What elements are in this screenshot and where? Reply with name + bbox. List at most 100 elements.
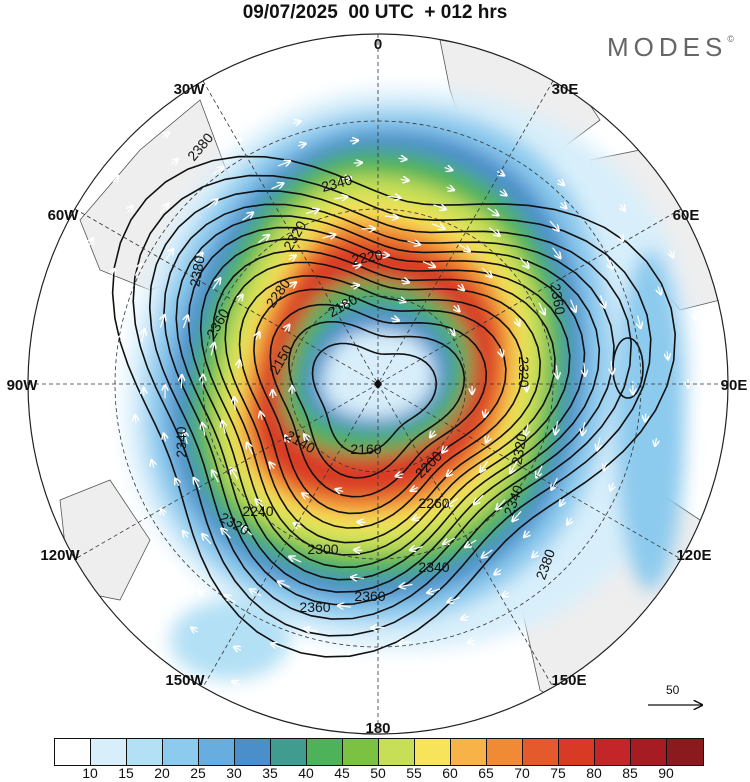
colorbar-tick-label: 15 bbox=[118, 765, 134, 781]
wind-arrow bbox=[571, 299, 576, 312]
lon-label-90e: 90E bbox=[721, 377, 748, 394]
wind-arrow bbox=[516, 317, 519, 325]
wind-arrow bbox=[142, 329, 145, 343]
wind-arrow bbox=[519, 257, 528, 268]
reference-arrow-icon bbox=[648, 683, 706, 713]
wind-arrow bbox=[271, 644, 284, 649]
wind-arrow bbox=[486, 434, 489, 442]
wind-arrow bbox=[619, 233, 623, 241]
wind-arrow bbox=[556, 365, 557, 378]
wind-arrow bbox=[487, 207, 499, 215]
contour-label: 2320 bbox=[516, 356, 532, 387]
colorbar-tick-label: 65 bbox=[478, 765, 494, 781]
wind-arrow bbox=[152, 460, 155, 468]
wind-arrow bbox=[354, 550, 363, 551]
wind-arrow bbox=[524, 531, 529, 537]
height-contour bbox=[199, 238, 571, 569]
wind-arrow bbox=[234, 647, 242, 651]
wind-arrow bbox=[510, 461, 518, 473]
wind-arrow bbox=[202, 423, 205, 436]
colorbar-tick-label: 40 bbox=[298, 765, 314, 781]
wind-arrow bbox=[670, 249, 673, 257]
wind-arrow bbox=[226, 115, 234, 119]
wind-arrow bbox=[256, 332, 260, 340]
wind-arrow bbox=[461, 616, 469, 619]
wind-arrow bbox=[231, 468, 239, 480]
wind-arrow bbox=[302, 493, 310, 497]
wind-arrow bbox=[202, 534, 212, 545]
wind-arrow bbox=[349, 140, 358, 141]
colorbar-swatch bbox=[163, 739, 199, 765]
lon-label-60w: 60W bbox=[48, 207, 80, 224]
wind-arrow bbox=[447, 470, 453, 476]
wind-arrow bbox=[278, 582, 290, 588]
height-contours bbox=[111, 155, 677, 658]
reference-vector-label: 50 bbox=[666, 683, 680, 697]
wind-arrow bbox=[610, 482, 613, 490]
wind-arrow bbox=[184, 431, 187, 445]
wind-arrow bbox=[430, 431, 435, 438]
contour-label: 2340 bbox=[418, 559, 449, 575]
wind-arrow bbox=[306, 209, 318, 213]
wind-arrow bbox=[207, 199, 218, 209]
colorbar-tick-label: 10 bbox=[82, 765, 98, 781]
contour-label: 2240 bbox=[242, 503, 273, 519]
map-title: 09/07/2025 00 UTC + 012 hrs bbox=[242, 2, 508, 23]
height-contour bbox=[253, 288, 507, 515]
wind-arrow bbox=[289, 683, 298, 685]
wind-arrow bbox=[172, 159, 178, 164]
wind-arrow bbox=[305, 629, 318, 632]
wind-arrow bbox=[289, 557, 302, 563]
wind-arrow bbox=[238, 295, 243, 302]
wind-arrow bbox=[552, 247, 561, 258]
contour-label: 2260 bbox=[418, 495, 449, 511]
wind-arrow bbox=[221, 529, 231, 539]
longitude-labels: 0 30E 60E 90E 120E 150E 180 150W 120W 90… bbox=[7, 36, 748, 737]
wind-arrow bbox=[92, 305, 94, 313]
height-contour bbox=[287, 321, 466, 479]
wind-arrow bbox=[422, 261, 435, 267]
wind-arrow bbox=[135, 415, 136, 424]
wind-arrow bbox=[112, 365, 113, 374]
wind-arrow bbox=[600, 295, 605, 308]
colorbar-swatch bbox=[523, 739, 559, 765]
lon-label-120e: 120E bbox=[676, 547, 711, 564]
colorbar-tick-label: 45 bbox=[334, 765, 350, 781]
wind-arrow bbox=[500, 348, 502, 357]
wind-arrow bbox=[447, 497, 459, 506]
wind-arrow bbox=[420, 686, 429, 687]
wind-arrow bbox=[247, 443, 254, 455]
colorbar-swatch bbox=[343, 739, 379, 765]
wind-arrow bbox=[294, 523, 302, 527]
lon-label-150e: 150E bbox=[551, 672, 586, 689]
colorbar-tick-label: 30 bbox=[226, 765, 242, 781]
colorbar-swatch bbox=[271, 739, 307, 765]
wind-arrow bbox=[258, 235, 269, 244]
wind-arrow bbox=[555, 421, 558, 434]
pole-marker bbox=[374, 379, 382, 389]
wind-arrow bbox=[538, 302, 545, 315]
wind-arrow bbox=[407, 241, 421, 245]
wind-arrow bbox=[161, 315, 165, 328]
wind-arrow bbox=[222, 421, 225, 434]
wind-arrow bbox=[398, 158, 406, 159]
wind-arrow bbox=[242, 213, 254, 221]
wind-arrow bbox=[561, 203, 567, 209]
wind-arrow bbox=[89, 238, 93, 246]
wind-arrow bbox=[292, 713, 300, 715]
wind-arrow bbox=[233, 139, 241, 143]
wind-arrow bbox=[481, 267, 491, 277]
lon-label-90w: 90W bbox=[7, 377, 39, 394]
reference-vector: 50 bbox=[646, 683, 706, 713]
height-contour bbox=[175, 215, 601, 593]
wind-arrow bbox=[290, 282, 296, 287]
colorbar-tick-label: 85 bbox=[622, 765, 638, 781]
height-contour bbox=[163, 203, 615, 606]
contour-label: 2340 bbox=[173, 426, 189, 457]
wind-arrow bbox=[397, 299, 406, 302]
contour-label: 2380 bbox=[186, 254, 207, 288]
wind-arrow bbox=[496, 499, 506, 510]
contour-label: 2160 bbox=[350, 441, 381, 457]
contour-label: 2360 bbox=[547, 282, 568, 316]
